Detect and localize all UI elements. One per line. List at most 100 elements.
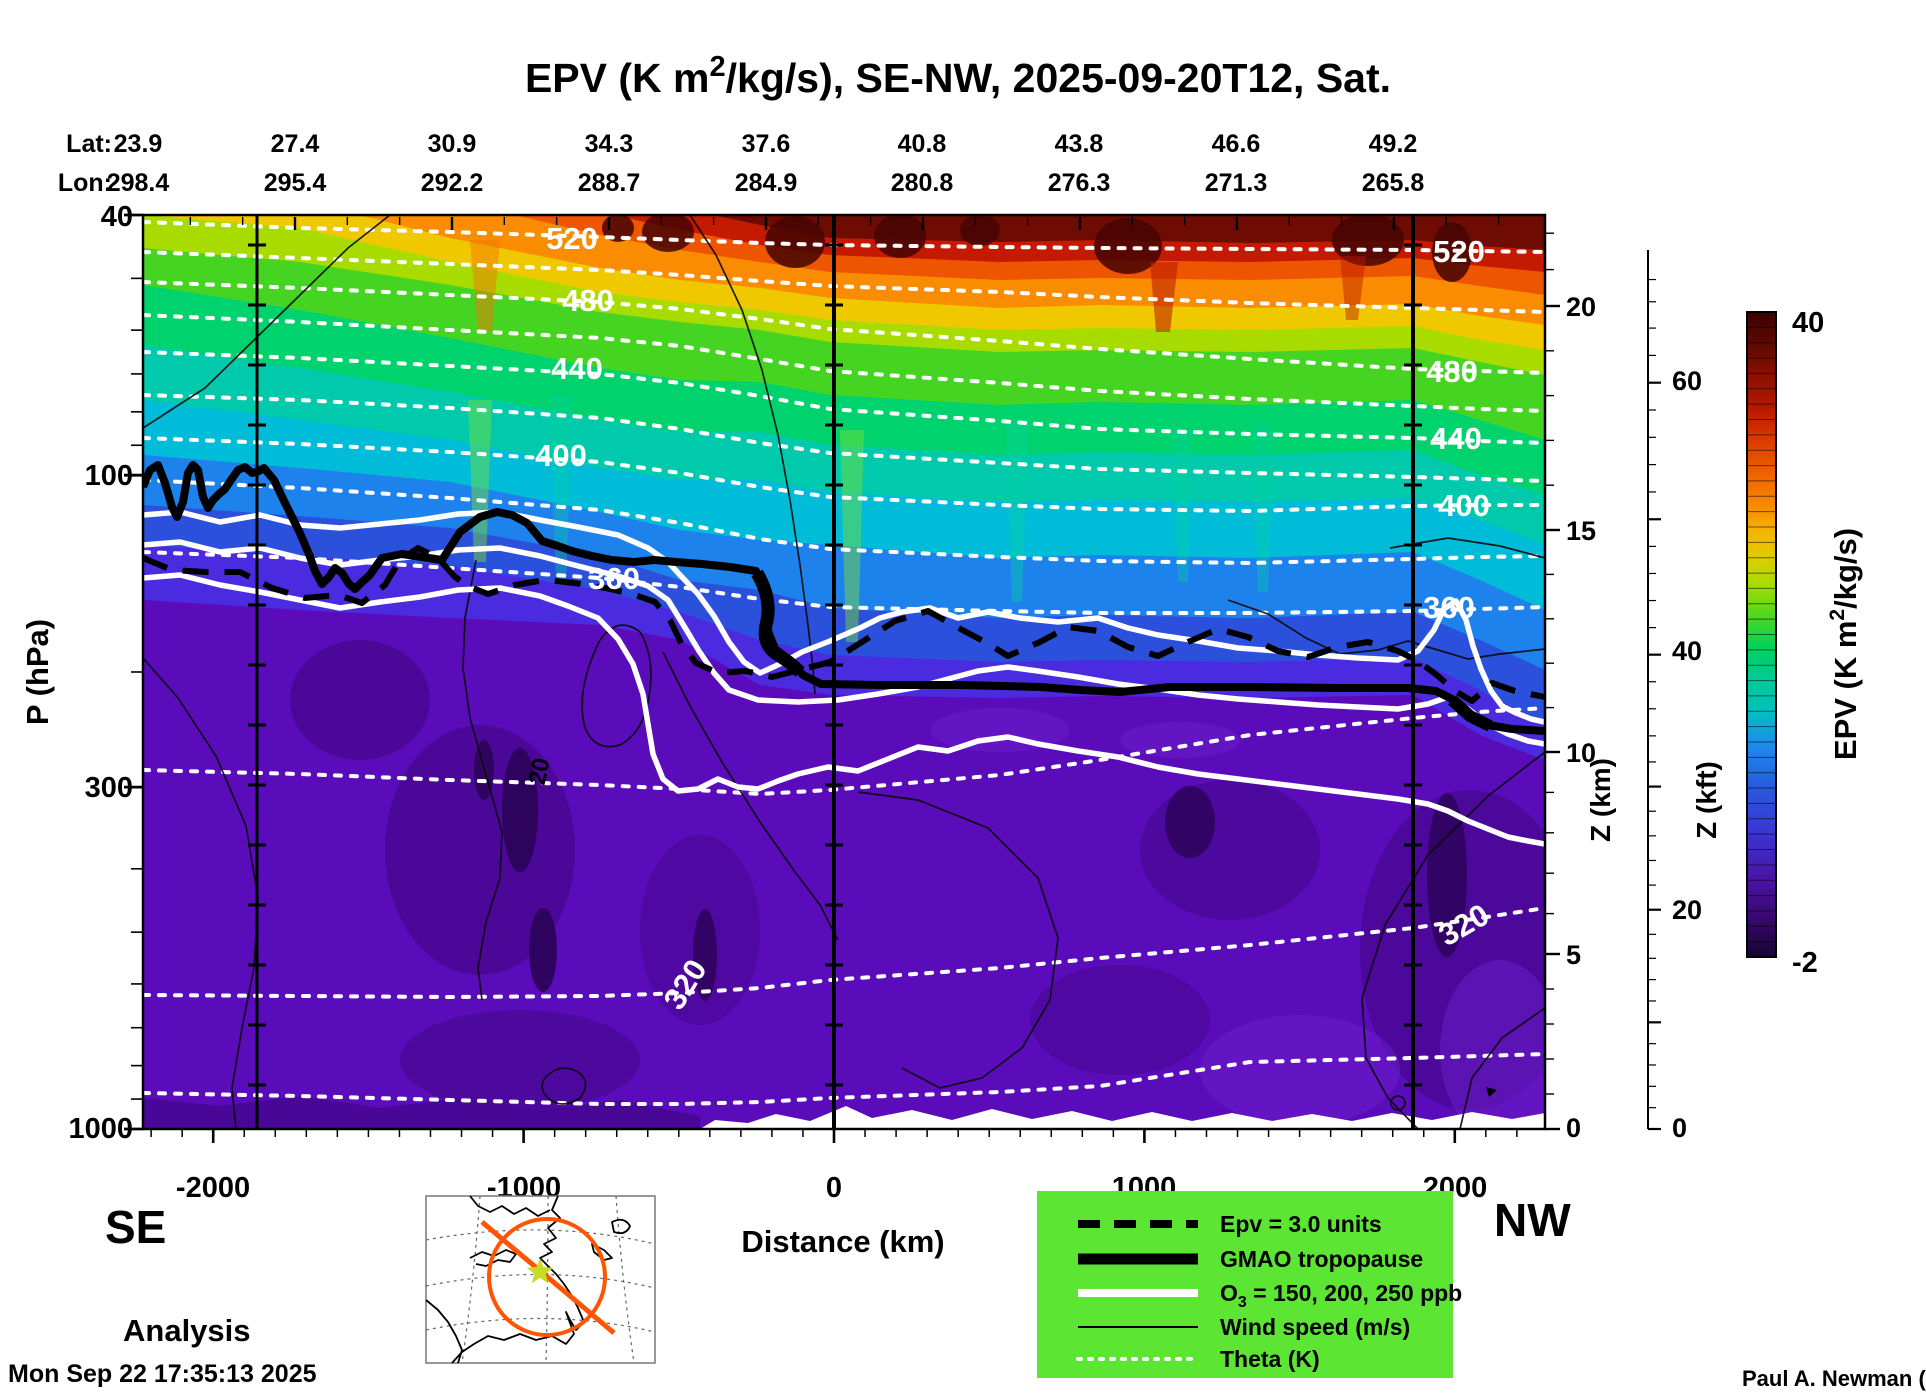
colorbar: 40 -2 EPV (K m2/kg/s) bbox=[1746, 307, 1863, 979]
theta-label-400: 400 bbox=[535, 438, 587, 473]
bottom-axis-ticks bbox=[150, 1129, 1518, 1143]
map-station-star bbox=[526, 1258, 554, 1284]
epv-filled-contours: 520 480 440 400 360 320 520 480 440 400 … bbox=[143, 215, 1545, 1129]
distance-tick: -2000 bbox=[176, 1172, 250, 1204]
zkm-tick-0: 0 bbox=[1566, 1113, 1581, 1143]
lat-value: 49.2 bbox=[1369, 130, 1418, 158]
zkft-axis-ticks bbox=[1648, 278, 1661, 1131]
legend: Epv = 3.0 units GMAO tropopause O3 = 150… bbox=[1037, 1191, 1462, 1378]
map-graticule bbox=[425, 1195, 656, 1364]
lat-value: 27.4 bbox=[271, 130, 320, 158]
theta-label-520-right: 520 bbox=[1433, 234, 1485, 269]
map-transect-line bbox=[480, 1220, 616, 1335]
lat-row: Lat: 23.9 27.4 30.9 34.3 37.6 40.8 43.8 … bbox=[66, 130, 1417, 158]
transect-end-label: NW bbox=[1494, 1194, 1571, 1246]
pressure-tick-100: 100 bbox=[85, 460, 133, 492]
legend-label-wind: Wind speed (m/s) bbox=[1220, 1314, 1410, 1340]
analysis-label: Analysis bbox=[123, 1313, 251, 1348]
theta-label-440: 440 bbox=[551, 351, 603, 386]
legend-item-epv: Epv = 3.0 units bbox=[1078, 1211, 1382, 1237]
colorbar-min: -2 bbox=[1792, 947, 1818, 979]
legend-box bbox=[1037, 1191, 1453, 1378]
lat-value: 37.6 bbox=[742, 130, 791, 158]
lat-value: 43.8 bbox=[1055, 130, 1104, 158]
lat-value: 30.9 bbox=[428, 130, 477, 158]
surface-white-strip bbox=[700, 1106, 1545, 1129]
theta-label-360: 360 bbox=[588, 561, 640, 596]
zkft-tick-40: 40 bbox=[1672, 636, 1702, 666]
theta-label-360-right: 360 bbox=[1423, 590, 1475, 625]
legend-item-wind: Wind speed (m/s) bbox=[1078, 1314, 1410, 1340]
lon-label: Lon: bbox=[58, 169, 112, 197]
pressure-tick-1000: 1000 bbox=[68, 1113, 133, 1145]
distance-axis-title: Distance (km) bbox=[741, 1224, 944, 1259]
colorbar-ticks bbox=[1747, 326, 1776, 943]
top-axis-ticks bbox=[189, 217, 1500, 230]
legend-label-ozone: O3 = 150, 200, 250 ppb bbox=[1220, 1280, 1462, 1311]
legend-item-tropopause: GMAO tropopause bbox=[1078, 1246, 1423, 1272]
pressure-tick-40: 40 bbox=[101, 201, 133, 233]
theta-label-480: 480 bbox=[562, 283, 614, 318]
zkm-axis-title: Z (km) bbox=[1585, 758, 1616, 842]
waypoint-altitude-ticks bbox=[248, 243, 1422, 1087]
wind-speed-value-label: 20 bbox=[524, 756, 556, 788]
lat-label: Lat: bbox=[66, 130, 112, 158]
zkm-tick-10: 10 bbox=[1566, 738, 1596, 768]
credit: Paul A. Newman (NASA bbox=[1742, 1366, 1926, 1391]
colorbar-title: EPV (K m2/kg/s) bbox=[1826, 528, 1863, 760]
troposphere-patches bbox=[143, 640, 1545, 1129]
lon-value: 295.4 bbox=[264, 169, 327, 197]
lon-value: 280.8 bbox=[891, 169, 954, 197]
map-range-circle bbox=[487, 1217, 607, 1337]
lon-value: 284.9 bbox=[735, 169, 798, 197]
zkft-axis: 60 40 20 0 Z (kft) bbox=[1647, 250, 1722, 1143]
waypoint-lines bbox=[248, 215, 1422, 1129]
pressure-axis: 40 100 300 1000 P (hPa) bbox=[20, 201, 133, 1145]
pressure-tick-300: 300 bbox=[85, 772, 133, 804]
lon-value: 292.2 bbox=[421, 169, 484, 197]
zkft-tick-60: 60 bbox=[1672, 366, 1702, 396]
zkm-axis-ticks bbox=[1545, 232, 1560, 1131]
lon-value: 298.4 bbox=[107, 169, 170, 197]
pressure-axis-ticks bbox=[124, 213, 143, 1131]
zkm-tick-15: 15 bbox=[1566, 516, 1596, 546]
legend-label-epv: Epv = 3.0 units bbox=[1220, 1211, 1382, 1237]
theta-label-400-right: 400 bbox=[1438, 488, 1490, 523]
legend-item-theta: Theta (K) bbox=[1076, 1346, 1320, 1372]
lat-value: 46.6 bbox=[1212, 130, 1261, 158]
legend-item-ozone: O3 = 150, 200, 250 ppb bbox=[1078, 1280, 1462, 1311]
zkm-tick-20: 20 bbox=[1566, 292, 1596, 322]
gmao-tropopause-line bbox=[143, 461, 1545, 735]
marker-dot bbox=[1486, 1087, 1497, 1097]
pressure-axis-title: P (hPa) bbox=[20, 619, 55, 725]
lon-value: 276.3 bbox=[1048, 169, 1111, 197]
map-inset bbox=[425, 1195, 656, 1364]
theta-label-520: 520 bbox=[546, 221, 598, 256]
distance-tick: 0 bbox=[826, 1172, 842, 1204]
zkm-axis: 20 15 10 5 0 Z (km) bbox=[1566, 292, 1616, 1143]
timestamp: Mon Sep 22 17:35:13 2025 bbox=[8, 1360, 317, 1388]
lat-value: 40.8 bbox=[898, 130, 947, 158]
lon-value: 271.3 bbox=[1205, 169, 1268, 197]
legend-label-tropopause: GMAO tropopause bbox=[1220, 1246, 1423, 1272]
green-streaks bbox=[468, 395, 1274, 642]
transect-start-label: SE bbox=[105, 1201, 166, 1253]
lat-value: 23.9 bbox=[114, 130, 163, 158]
theta-label-440-right: 440 bbox=[1430, 421, 1482, 456]
colorbar-max: 40 bbox=[1792, 307, 1824, 339]
zkm-tick-5: 5 bbox=[1566, 940, 1581, 970]
lon-row: Lon: 298.4 295.4 292.2 288.7 284.9 280.8… bbox=[58, 169, 1425, 197]
lat-value: 34.3 bbox=[585, 130, 634, 158]
chart-title: EPV (K m2/kg/s), SE-NW, 2025-09-20T12, S… bbox=[525, 51, 1391, 101]
theta-label-480-right: 480 bbox=[1426, 354, 1478, 389]
zkft-tick-0: 0 bbox=[1672, 1113, 1687, 1143]
zkft-axis-title: Z (kft) bbox=[1691, 761, 1722, 839]
stratosphere-dark-blotches bbox=[602, 215, 1472, 282]
legend-label-theta: Theta (K) bbox=[1220, 1346, 1320, 1372]
warm-plumes bbox=[470, 240, 1366, 332]
zkft-tick-20: 20 bbox=[1672, 895, 1702, 925]
lon-value: 288.7 bbox=[578, 169, 641, 197]
lon-value: 265.8 bbox=[1362, 169, 1425, 197]
